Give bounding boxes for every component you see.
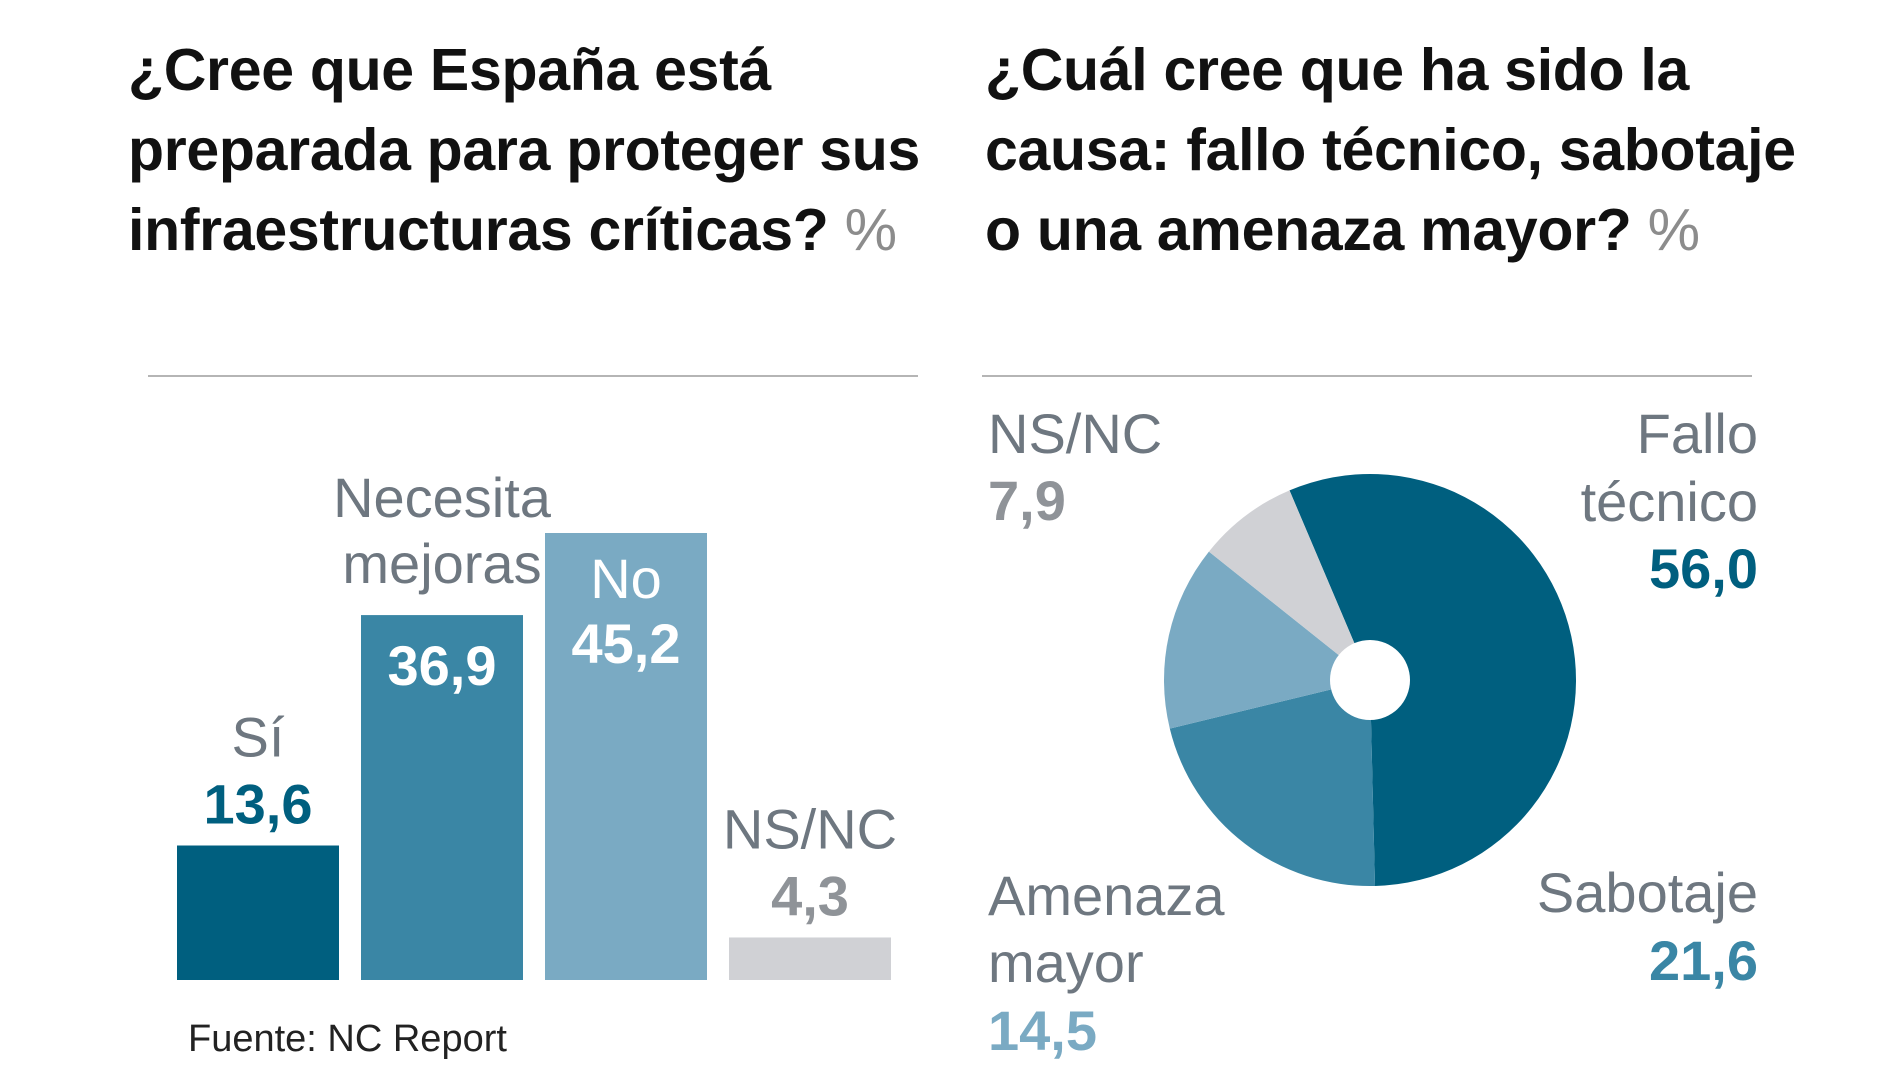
pie-chart-unit: % [1647,197,1700,263]
bar-label-necesita-mejoras-line1: Necesita [333,466,552,529]
bar-label-si: Sí [232,706,285,769]
bar-si [177,845,339,980]
pie-slice-fallo-tecnico [1289,474,1577,886]
pie-chart-title: ¿Cuál cree que ha sido la causa: fallo t… [985,30,1805,270]
source-note: Fuente: NC Report [188,1018,507,1060]
pie-value-fallo-tecnico: 56,0 [1649,537,1758,600]
bar-no [545,533,707,980]
pie-slice-amenaza-mayor [1164,551,1370,729]
pie-label-sabotaje: Sabotaje [1537,861,1758,924]
bar-label-necesita-mejoras-line2: mejoras [342,532,541,595]
pie-chart-divider [982,375,1752,377]
bar-value-ns-nc: 4,3 [771,864,849,927]
bar-value-si: 13,6 [204,773,313,836]
pie-chart-title-text: ¿Cuál cree que ha sido la causa: fallo t… [985,37,1796,263]
pie-label-ns-nc: NS/NC [988,402,1162,465]
pie-label-amenaza-mayor-line2: mayor [988,931,1144,994]
pie-label-fallo-tecnico-line2: técnico [1581,470,1758,533]
pie-value-ns-nc: 7,9 [988,469,1066,532]
pie-slice-sabotaje [1169,680,1376,887]
pie-slice-ns-nc [1208,490,1370,680]
bar-label-ns-nc: NS/NC [723,797,897,860]
pie-label-amenaza-mayor-line1: Amenaza [988,864,1225,927]
bar-necesita-mejoras [361,615,523,980]
bar-chart-unit: % [844,197,897,263]
bar-ns-nc [729,937,891,980]
bar-chart-divider [148,375,918,377]
bar-chart-title: ¿Cree que España está preparada para pro… [128,30,928,270]
pie-value-amenaza-mayor: 14,5 [988,999,1097,1062]
bar-value-necesita-mejoras: 36,9 [388,634,497,697]
bar-label-no: No [590,547,662,610]
bar-value-no: 45,2 [572,612,681,675]
bar-chart-title-text: ¿Cree que España está preparada para pro… [128,37,920,263]
pie-center-hole [1330,640,1410,720]
pie-label-fallo-tecnico-line1: Fallo [1637,402,1758,465]
pie-value-sabotaje: 21,6 [1649,929,1758,992]
